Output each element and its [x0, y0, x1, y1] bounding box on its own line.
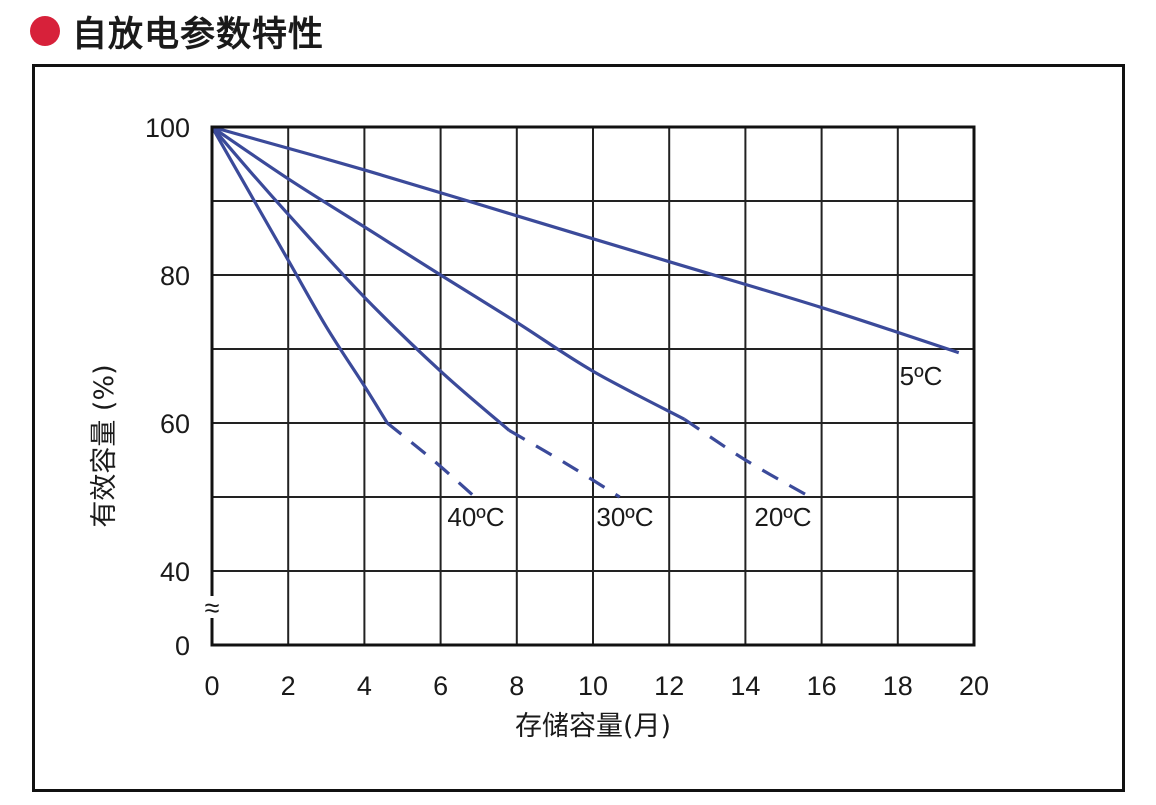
chart-series: [210, 125, 960, 499]
y-tick-label: 100: [145, 113, 190, 143]
x-tick-labels: 0 2 4 6 8 10 12 14 16 18 20: [204, 671, 989, 701]
series-line-30c: [210, 125, 511, 432]
y-tick-label: 80: [160, 261, 190, 291]
x-tick-label: 18: [883, 671, 913, 701]
series-labels: 5ºC 20ºC 30ºC 40ºC: [447, 361, 942, 532]
series-line-dashed-40c: [386, 421, 476, 499]
y-tick-label: 60: [160, 409, 190, 439]
series-label-20c: 20ºC: [754, 502, 811, 532]
y-tick-label: 40: [160, 557, 190, 587]
series-line-40c: [210, 126, 389, 424]
series-line-dashed-20c: [683, 417, 811, 499]
series-line-20c: [211, 125, 686, 421]
red-dot-icon: [30, 16, 60, 46]
y-tick-labels: 100 80 60 40 0: [145, 113, 190, 661]
section-title: 自放电参数特性: [72, 14, 325, 55]
axis-break-gap: [206, 596, 218, 618]
series-line-dashed-30c: [508, 429, 621, 499]
series-label-5c: 5ºC: [900, 361, 943, 391]
x-tick-label: 14: [730, 671, 760, 701]
plot-border: [210, 125, 976, 647]
x-axis-label: 存储容量(月): [515, 711, 671, 742]
x-tick-label: 6: [433, 671, 448, 701]
axis-break-symbol: ≈: [205, 593, 220, 623]
x-tick-label: 8: [509, 671, 524, 701]
series-label-30c: 30ºC: [596, 502, 653, 532]
y-axis-label: 有效容量 (%): [89, 364, 120, 527]
x-tick-label: 4: [357, 671, 372, 701]
chart-frame: [32, 64, 1125, 792]
x-tick-label: 0: [204, 671, 219, 701]
x-tick-label: 10: [578, 671, 608, 701]
y-tick-label: 0: [175, 631, 190, 661]
x-tick-label: 2: [281, 671, 296, 701]
series-label-40c: 40ºC: [447, 502, 504, 532]
x-tick-label: 20: [959, 671, 989, 701]
x-tick-label: 12: [654, 671, 684, 701]
series-line-5c: [211, 125, 960, 355]
section-header: 自放电参数特性: [30, 6, 324, 56]
chart-grid: [212, 127, 974, 645]
x-tick-label: 16: [807, 671, 837, 701]
